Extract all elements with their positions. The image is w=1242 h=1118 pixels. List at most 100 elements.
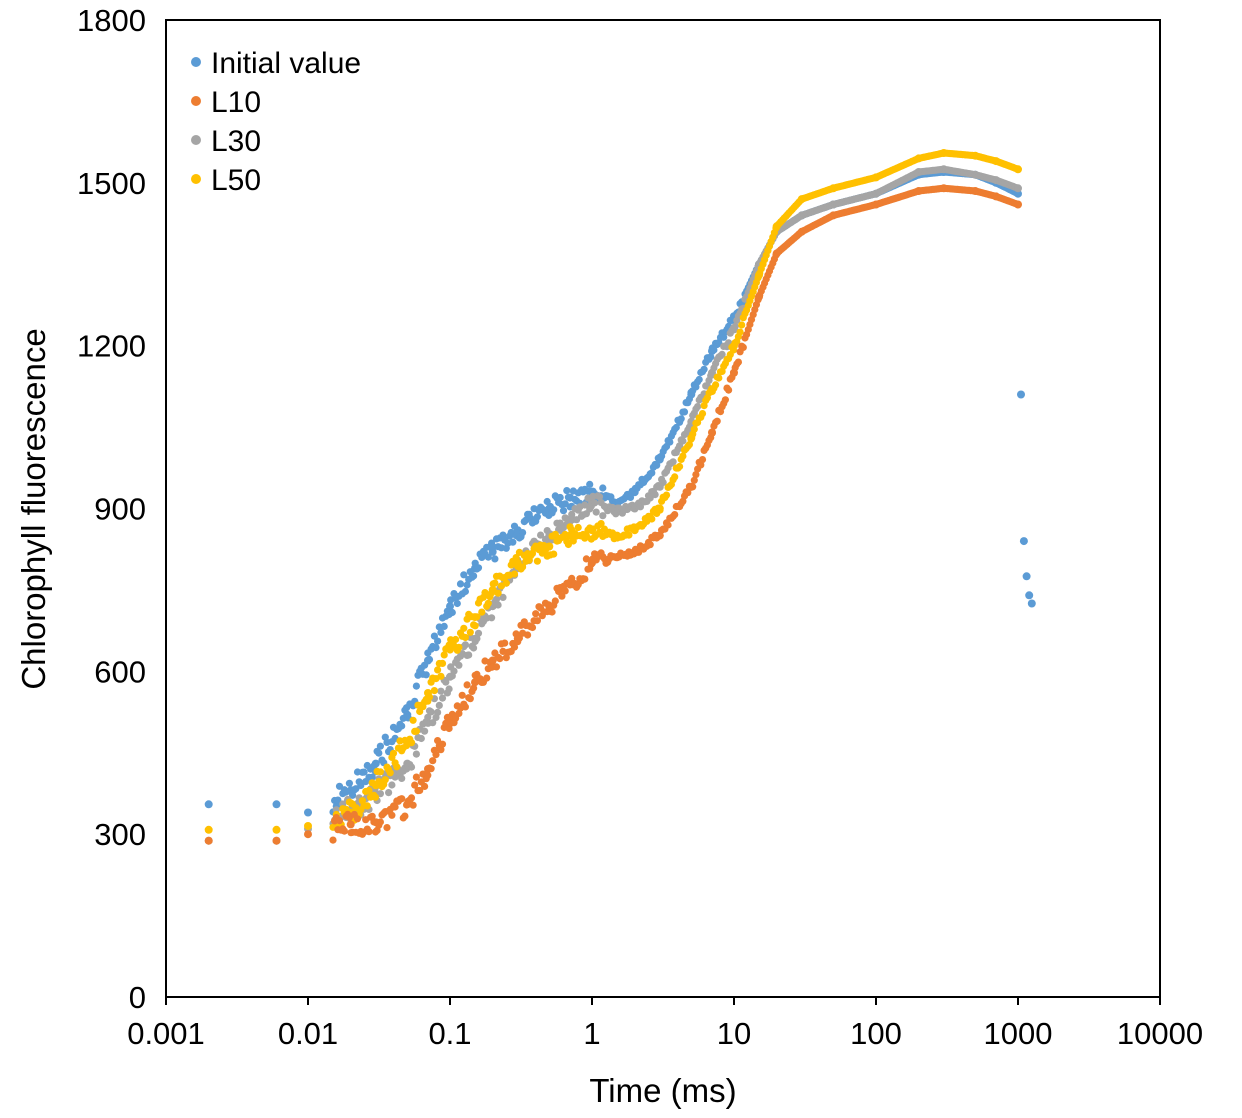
data-point — [510, 643, 519, 651]
data-point — [656, 506, 664, 514]
data-point — [548, 608, 556, 616]
data-point — [465, 651, 473, 659]
data-point — [653, 461, 661, 469]
data-point — [524, 631, 532, 639]
data-point — [370, 762, 378, 770]
data-point — [494, 601, 502, 609]
data-point — [707, 353, 715, 361]
data-point — [363, 802, 371, 810]
data-point — [720, 333, 728, 341]
data-point — [689, 483, 697, 491]
data-point — [574, 523, 582, 532]
data-point — [371, 793, 380, 801]
data-point — [1014, 200, 1022, 209]
data-point — [582, 555, 591, 563]
data-point — [345, 779, 353, 787]
data-point — [438, 694, 447, 702]
data-point — [365, 828, 373, 836]
data-point — [502, 654, 510, 662]
data-point — [272, 836, 281, 845]
data-point — [713, 417, 721, 425]
data-point — [427, 765, 435, 773]
y-tick-label: 300 — [94, 817, 146, 852]
data-point — [429, 757, 437, 765]
data-point — [335, 817, 344, 825]
data-point — [442, 678, 450, 686]
data-point — [458, 691, 466, 699]
x-tick-label: 100 — [850, 1016, 902, 1051]
data-point — [671, 510, 679, 519]
data-point — [474, 564, 483, 572]
data-point — [421, 661, 429, 669]
data-point — [391, 803, 399, 811]
data-point — [648, 469, 656, 477]
data-point — [734, 358, 743, 366]
data-point — [1019, 537, 1028, 546]
x-tick-label: 0.1 — [428, 1016, 471, 1051]
data-point — [437, 687, 445, 695]
data-point — [492, 663, 501, 671]
data-point — [690, 425, 698, 433]
data-point — [424, 713, 432, 721]
data-point — [509, 538, 517, 546]
data-point — [718, 350, 726, 358]
data-point — [438, 740, 447, 748]
data-point — [625, 531, 633, 539]
data-point — [1025, 591, 1034, 600]
data-point — [304, 830, 312, 839]
data-point — [401, 812, 409, 820]
data-point — [492, 595, 501, 603]
data-point — [429, 719, 437, 727]
data-point — [376, 768, 384, 776]
data-point — [1022, 572, 1031, 581]
data-point — [666, 438, 674, 446]
data-point — [434, 637, 442, 645]
data-point — [470, 644, 478, 652]
data-point — [455, 661, 463, 669]
data-point — [679, 452, 687, 460]
y-axis-title: Chlorophyll fluorescence — [15, 328, 52, 689]
data-point — [690, 476, 698, 484]
data-point — [599, 512, 607, 520]
series-l30 — [204, 165, 1022, 845]
data-point — [272, 800, 281, 809]
data-point — [375, 749, 383, 757]
data-point — [434, 708, 442, 717]
data-point — [510, 522, 519, 530]
data-point — [455, 643, 463, 651]
data-point — [470, 572, 478, 580]
data-point — [587, 560, 595, 568]
data-point — [440, 651, 448, 659]
data-point — [533, 557, 542, 565]
data-point — [461, 633, 469, 642]
data-point — [452, 635, 460, 644]
data-point — [692, 471, 700, 479]
data-point — [409, 716, 417, 724]
x-tick-label: 10 — [717, 1016, 751, 1051]
data-point — [599, 484, 607, 492]
x-tick-label: 0.001 — [127, 1016, 205, 1051]
data-point — [421, 782, 429, 791]
data-point — [695, 375, 703, 384]
data-point — [389, 749, 398, 757]
data-point — [383, 824, 391, 832]
x-axis-title: Time (ms) — [589, 1072, 736, 1109]
data-point — [519, 563, 527, 571]
data-point — [398, 795, 406, 803]
data-point — [411, 781, 419, 789]
data-point — [407, 739, 416, 747]
data-point — [685, 395, 694, 403]
data-point — [461, 641, 469, 649]
data-point — [685, 441, 694, 449]
data-point — [432, 644, 440, 652]
data-point — [376, 742, 384, 750]
data-point — [556, 493, 564, 502]
data-point — [393, 763, 401, 771]
data-point — [731, 322, 739, 330]
data-point — [424, 771, 432, 779]
data-point — [672, 423, 680, 432]
legend-label: L50 — [211, 164, 261, 197]
data-point — [425, 655, 434, 664]
data-point — [386, 769, 394, 777]
data-point — [680, 408, 689, 416]
